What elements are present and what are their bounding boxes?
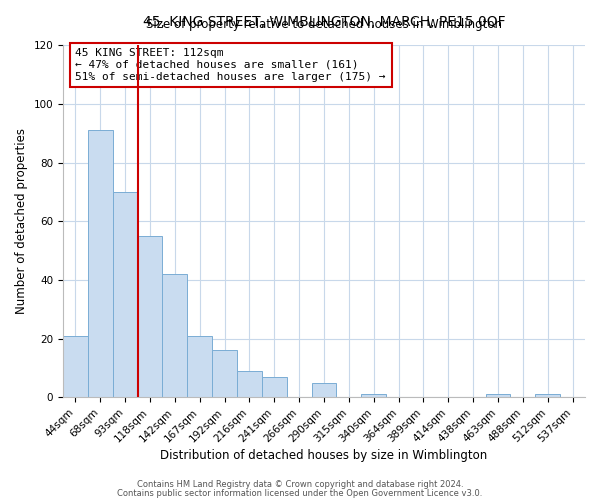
Bar	[137, 236, 163, 398]
Bar	[485, 394, 511, 398]
Text: 45 KING STREET: 112sqm
← 47% of detached houses are smaller (161)
51% of semi-de: 45 KING STREET: 112sqm ← 47% of detached…	[76, 48, 386, 82]
Bar	[361, 394, 386, 398]
Text: Contains HM Land Registry data © Crown copyright and database right 2024.: Contains HM Land Registry data © Crown c…	[137, 480, 463, 489]
Bar	[113, 192, 137, 398]
Bar	[163, 274, 187, 398]
Bar	[88, 130, 113, 398]
Bar	[63, 336, 88, 398]
Bar	[187, 336, 212, 398]
Bar	[535, 394, 560, 398]
X-axis label: Distribution of detached houses by size in Wimblington: Distribution of detached houses by size …	[160, 450, 488, 462]
Title: 45, KING STREET, WIMBLINGTON, MARCH, PE15 0QF: 45, KING STREET, WIMBLINGTON, MARCH, PE1…	[143, 15, 505, 29]
Bar	[237, 371, 262, 398]
Text: Size of property relative to detached houses in Wimblington: Size of property relative to detached ho…	[146, 18, 502, 32]
Bar	[262, 377, 287, 398]
Y-axis label: Number of detached properties: Number of detached properties	[15, 128, 28, 314]
Bar	[212, 350, 237, 398]
Bar	[311, 382, 337, 398]
Text: Contains public sector information licensed under the Open Government Licence v3: Contains public sector information licen…	[118, 489, 482, 498]
